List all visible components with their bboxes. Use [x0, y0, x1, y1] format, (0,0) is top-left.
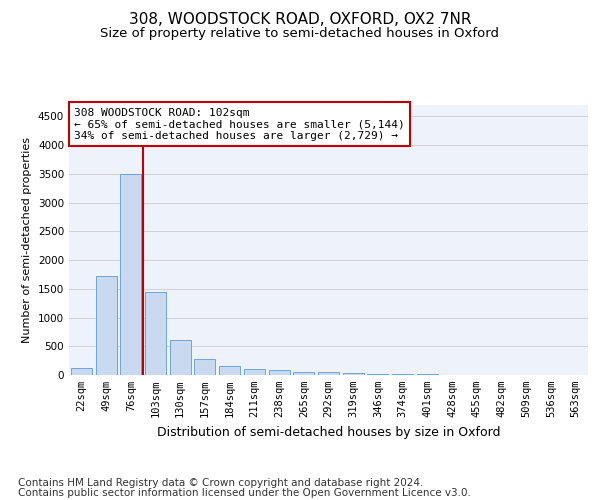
Bar — [145, 292, 166, 375]
Y-axis label: Number of semi-detached properties: Number of semi-detached properties — [22, 137, 32, 343]
Bar — [367, 374, 388, 375]
Bar — [269, 370, 290, 375]
Bar — [293, 372, 314, 375]
Bar — [417, 374, 438, 375]
Text: Size of property relative to semi-detached houses in Oxford: Size of property relative to semi-detach… — [101, 28, 499, 40]
Bar — [244, 369, 265, 375]
Bar — [318, 372, 339, 375]
Bar — [95, 276, 116, 375]
Bar — [71, 368, 92, 375]
Text: Contains HM Land Registry data © Crown copyright and database right 2024.: Contains HM Land Registry data © Crown c… — [18, 478, 424, 488]
Bar — [194, 359, 215, 375]
Bar — [343, 373, 364, 375]
Bar — [392, 374, 413, 375]
Text: 308 WOODSTOCK ROAD: 102sqm
← 65% of semi-detached houses are smaller (5,144)
34%: 308 WOODSTOCK ROAD: 102sqm ← 65% of semi… — [74, 108, 405, 141]
Text: Contains public sector information licensed under the Open Government Licence v3: Contains public sector information licen… — [18, 488, 471, 498]
Bar — [219, 366, 240, 375]
Text: 308, WOODSTOCK ROAD, OXFORD, OX2 7NR: 308, WOODSTOCK ROAD, OXFORD, OX2 7NR — [129, 12, 471, 28]
Bar — [120, 174, 141, 375]
X-axis label: Distribution of semi-detached houses by size in Oxford: Distribution of semi-detached houses by … — [157, 426, 500, 438]
Bar — [170, 340, 191, 375]
